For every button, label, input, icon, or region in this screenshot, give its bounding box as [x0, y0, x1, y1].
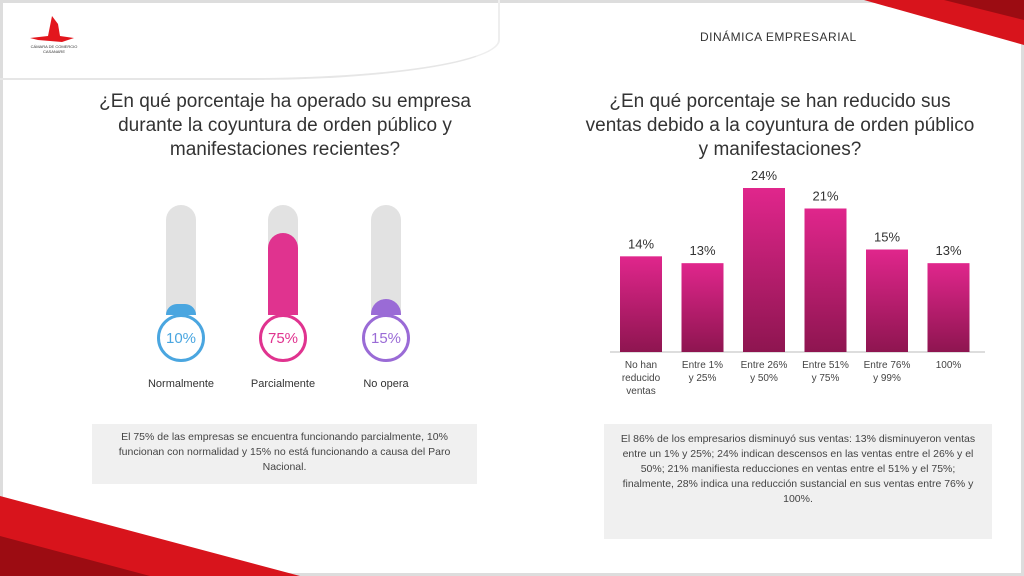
section-title: DINÁMICA EMPRESARIAL [700, 30, 857, 44]
gauge-value-circle: 15% [362, 314, 410, 362]
gauge-value: 15% [370, 329, 402, 347]
chart-title: ¿En qué porcentaje se han reducido sus v… [585, 91, 975, 160]
category-label: 100% [936, 360, 962, 371]
bar [743, 188, 785, 352]
gauge-fill [166, 304, 196, 315]
gauge-tube [166, 205, 196, 315]
category-label: Entre 76% y 99% [864, 360, 911, 384]
gauge-fill [268, 232, 298, 315]
red-corner-decoration-bottom [0, 496, 300, 576]
logo-text: CÁMARA DE COMERCIO CASANARE [30, 44, 78, 54]
bar [681, 263, 724, 352]
bar [804, 208, 847, 352]
gauge-value-circle: 75% [259, 314, 307, 362]
gauge-value-circle: 10% [157, 314, 205, 362]
left-summary-note: El 75% de las empresas se encuentra func… [92, 424, 477, 484]
left-question: ¿En qué porcentaje ha operado su empresa… [99, 91, 471, 160]
gauge-tube [371, 205, 401, 315]
category-label: Entre 1% y 25% [682, 360, 723, 384]
bar-chart: 14% No han reducido ventas 13% Entre 1% y 25% 2… [610, 168, 985, 397]
data-label: 14% [628, 236, 654, 251]
category-label: No han reducido ventas [622, 360, 661, 397]
data-label: 13% [935, 243, 961, 258]
header-swoosh [0, 0, 500, 80]
gauge-tube [268, 205, 298, 315]
bar [866, 249, 908, 352]
gauge-label: Parcialmente [250, 378, 316, 390]
category-label: Entre 26% y 50% [741, 360, 788, 384]
bar [927, 263, 970, 352]
data-label: 24% [751, 168, 777, 183]
logo-bird-icon [30, 16, 74, 42]
data-label: 15% [874, 230, 900, 245]
gauge-label: No opera [363, 378, 409, 390]
data-label: 13% [689, 243, 715, 258]
bar [620, 256, 662, 352]
gauge-value: 10% [165, 329, 197, 347]
red-corner-decoration [864, 0, 1024, 45]
gauge-value: 75% [267, 329, 299, 347]
gauge-fill [371, 298, 401, 315]
category-label: Entre 51% y 75% [802, 360, 849, 384]
gauge-label: Normalmente [147, 378, 215, 390]
data-label: 21% [812, 189, 838, 204]
right-summary-note: El 86% de los empresarios disminuyó sus … [604, 424, 992, 539]
